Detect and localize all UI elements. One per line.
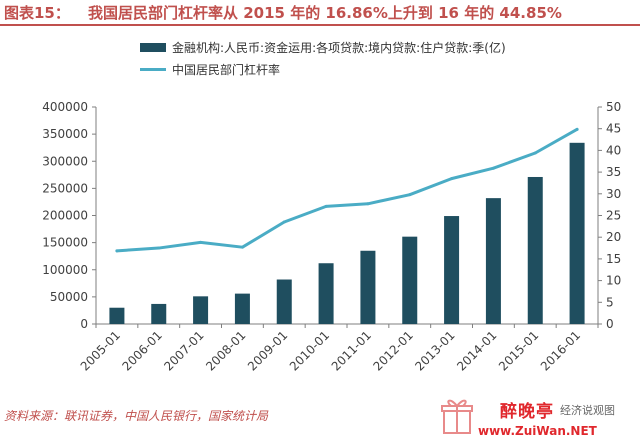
- y-left-tick-label: 200000: [42, 209, 88, 223]
- bar: [444, 216, 460, 324]
- x-tick-label: 2010-01: [287, 328, 332, 373]
- x-tick-label: 2007-01: [161, 328, 206, 373]
- line-point: [366, 202, 370, 206]
- legend: 金融机构:人民币:资金运用:各项贷款:境内贷款:住户贷款:季(亿) 中国居民部门…: [140, 36, 506, 80]
- y-left-tick-label: 150000: [42, 236, 88, 250]
- bar: [109, 307, 125, 324]
- leverage-line: [115, 127, 579, 253]
- y-right-tick-label: 45: [606, 122, 621, 136]
- bar: [276, 279, 292, 324]
- line-point: [240, 245, 244, 249]
- title-rule: [0, 24, 640, 26]
- line-point: [282, 220, 286, 224]
- y-left-tick-label: 0: [80, 317, 88, 331]
- y-right-tick-label: 15: [606, 252, 621, 266]
- legend-bar-label: 金融机构:人民币:资金运用:各项贷款:境内贷款:住户贷款:季(亿): [172, 40, 506, 55]
- figure-title: 我国居民部门杠杆率从 2015 年的 16.86%上升到 16 年的 44.85…: [88, 4, 562, 22]
- line-point: [157, 246, 161, 250]
- x-tick-label: 2014-01: [454, 328, 499, 373]
- x-tick-label: 2013-01: [412, 328, 457, 373]
- line-point: [533, 151, 537, 155]
- y-right-tick-label: 5: [606, 295, 614, 309]
- y-right-tick-label: 0: [606, 317, 614, 331]
- bar: [318, 263, 334, 324]
- x-tick-label: 2015-01: [496, 328, 541, 373]
- bar: [234, 293, 250, 324]
- title-bar: 图表15： 我国居民部门杠杆率从 2015 年的 16.86%上升到 16 年的…: [0, 0, 640, 26]
- watermark-url: www.ZuiWan.NET: [478, 424, 597, 438]
- x-tick-label: 2006-01: [120, 328, 165, 373]
- legend-item-bars: 金融机构:人民币:资金运用:各项贷款:境内贷款:住户贷款:季(亿): [140, 36, 506, 58]
- x-tick-label: 2008-01: [203, 328, 248, 373]
- x-tick-label: 2009-01: [245, 328, 290, 373]
- y-left-tick-label: 50000: [50, 290, 88, 304]
- source-note: 资料来源：联讯证券，中国人民银行，国家统计局: [4, 409, 269, 423]
- line-swatch: [140, 67, 166, 71]
- y-right-tick-label: 30: [606, 187, 621, 201]
- y-right-tick-label: 10: [606, 274, 621, 288]
- y-right-tick-label: 35: [606, 165, 621, 179]
- watermark-tag: 经济说观图: [560, 404, 615, 417]
- figure-label: 图表15：: [4, 4, 70, 22]
- y-left-tick-label: 100000: [42, 263, 88, 277]
- y-left-tick-label: 300000: [42, 154, 88, 168]
- y-right-tick-label: 50: [606, 100, 621, 114]
- y-left-tick-label: 350000: [42, 127, 88, 141]
- x-tick-label: 2005-01: [78, 328, 123, 373]
- y-right-tick-label: 20: [606, 230, 621, 244]
- watermark: 醉晚亭 经济说观图 www.ZuiWan.NET: [440, 393, 640, 443]
- bar: [193, 296, 209, 324]
- y-right-tick-label: 40: [606, 143, 621, 157]
- y-right-tick-label: 25: [606, 209, 621, 223]
- x-tick-label: 2012-01: [371, 328, 416, 373]
- watermark-name: 醉晚亭: [500, 402, 554, 422]
- line-point: [115, 249, 119, 253]
- bar: [569, 142, 585, 324]
- gift-logo-icon: [441, 399, 473, 434]
- x-tick-label: 2016-01: [538, 328, 583, 373]
- bar-swatch: [140, 42, 166, 52]
- legend-line-label: 中国居民部门杠杆率: [172, 62, 281, 77]
- line-point: [199, 240, 203, 244]
- line-point: [575, 127, 579, 131]
- line-point: [491, 166, 495, 170]
- bar: [402, 236, 418, 324]
- leverage-chart: 0 50000 100000 150000 200000 250000 300000 3500…: [42, 100, 621, 374]
- y-left-tick-label: 400000: [42, 100, 88, 114]
- line-point: [324, 204, 328, 208]
- line-point: [450, 177, 454, 181]
- x-tick-label: 2011-01: [329, 328, 374, 373]
- legend-item-line: 中国居民部门杠杆率: [140, 58, 506, 80]
- bar: [485, 198, 501, 324]
- y-left-tick-label: 250000: [42, 181, 88, 195]
- bar: [151, 303, 167, 324]
- bar: [527, 176, 543, 324]
- line-point: [408, 193, 412, 197]
- bar: [360, 250, 376, 324]
